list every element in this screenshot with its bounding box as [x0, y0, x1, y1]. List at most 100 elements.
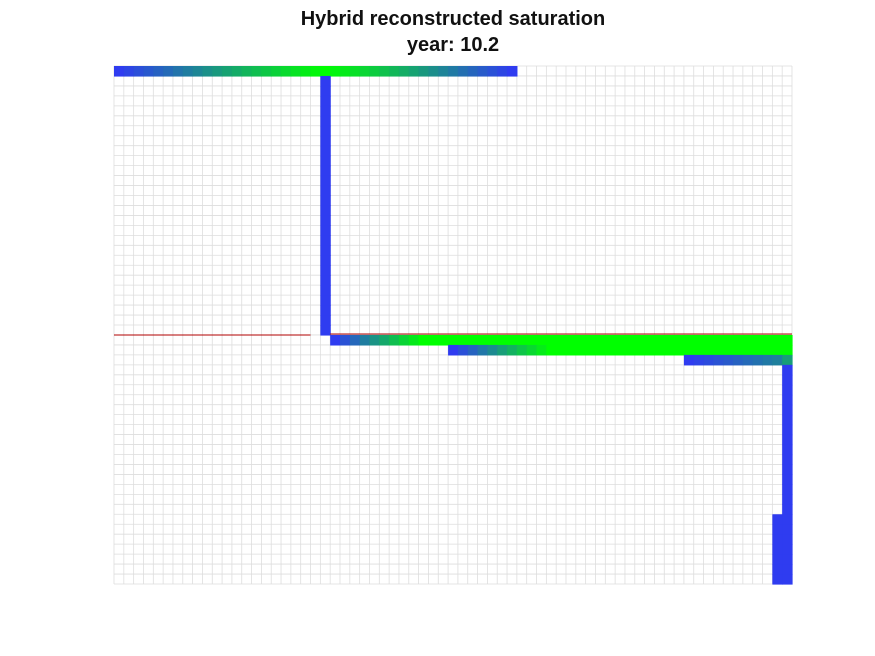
saturation-cell: [723, 334, 734, 346]
saturation-cell: [408, 334, 420, 346]
saturation-cell: [320, 245, 331, 256]
saturation-cell: [556, 344, 567, 356]
saturation-cell: [300, 66, 312, 77]
saturation-cell: [320, 225, 331, 236]
saturation-cell: [782, 364, 793, 376]
saturation-cell: [497, 334, 508, 346]
saturation-cell: [369, 334, 380, 346]
saturation-cell: [782, 494, 793, 505]
saturation-cell: [566, 334, 577, 346]
saturation-cell: [772, 564, 783, 575]
saturation-cell: [772, 554, 783, 565]
saturation-cell: [340, 334, 351, 346]
saturation-cell: [487, 334, 498, 346]
saturation-cell: [320, 105, 331, 117]
saturation-cell: [398, 66, 410, 77]
saturation-cell: [782, 404, 793, 416]
saturation-cell: [497, 66, 508, 77]
saturation-cell: [654, 334, 665, 346]
saturation-cell: [320, 265, 331, 276]
saturation-cell: [182, 66, 194, 77]
saturation-cell: [320, 305, 331, 316]
saturation-cell: [595, 344, 606, 356]
saturation-cell: [772, 334, 783, 346]
saturation-cell: [340, 66, 351, 77]
saturation-cell: [359, 66, 371, 77]
saturation-cell: [212, 66, 223, 77]
saturation-cell: [202, 66, 213, 77]
saturation-cell: [398, 334, 410, 346]
saturation-cell: [742, 344, 754, 356]
saturation-cell: [320, 125, 331, 137]
saturation-cell: [320, 155, 331, 167]
saturation-cell: [752, 344, 764, 356]
saturation-cell: [713, 344, 724, 356]
saturation-cell: [241, 66, 253, 77]
saturation-cell: [467, 66, 479, 77]
saturation-cell: [693, 334, 705, 346]
saturation-cell: [782, 384, 793, 396]
saturation-cell: [752, 334, 764, 346]
saturation-cell: [507, 334, 518, 346]
saturation-cell: [566, 344, 577, 356]
saturation-cell: [320, 215, 331, 226]
saturation-cell: [615, 344, 626, 356]
saturation-cell: [379, 66, 390, 77]
saturation-cell: [359, 334, 371, 346]
saturation-cell: [487, 344, 498, 356]
saturation-cell: [526, 334, 538, 346]
grid-lines: [113, 65, 793, 585]
saturation-cell: [674, 334, 685, 346]
saturation-cell: [782, 464, 793, 476]
saturation-cell: [693, 344, 705, 356]
saturation-cell: [320, 325, 331, 336]
saturation-cell: [281, 66, 292, 77]
saturation-cell: [782, 344, 793, 356]
saturation-cell: [644, 334, 656, 346]
saturation-cell: [782, 564, 793, 575]
saturation-cell: [782, 484, 793, 495]
saturation-cell: [192, 66, 204, 77]
saturation-cell: [507, 344, 518, 356]
saturation-cell: [733, 344, 744, 356]
saturation-cell: [556, 334, 567, 346]
saturation-cell: [379, 334, 390, 346]
year-label: year:: [406, 34, 461, 56]
saturation-cell: [320, 66, 331, 77]
saturation-cell: [733, 354, 744, 366]
saturation-cell: [546, 334, 557, 346]
saturation-cell: [320, 75, 331, 87]
saturation-cell: [448, 66, 459, 77]
saturation-cell: [654, 344, 665, 356]
saturation-cell: [683, 334, 695, 346]
saturation-cell: [320, 145, 331, 157]
saturation-cell: [133, 66, 145, 77]
saturation-cell: [526, 344, 538, 356]
saturation-cell: [163, 66, 174, 77]
saturation-cell: [595, 334, 606, 346]
saturation-cell: [664, 344, 675, 356]
saturation-cell: [320, 195, 331, 207]
saturation-cell: [438, 334, 449, 346]
saturation-cell: [703, 344, 714, 356]
saturation-cell: [772, 574, 783, 585]
saturation-cell: [782, 534, 793, 545]
chart-title: Hybrid reconstructed saturation: [300, 8, 606, 30]
saturation-cell: [782, 444, 793, 456]
saturation-cell: [782, 424, 793, 436]
saturation-cell: [261, 66, 272, 77]
saturation-cell: [605, 334, 616, 346]
saturation-cell: [448, 344, 459, 356]
saturation-cell: [320, 255, 331, 266]
saturation-cell: [320, 295, 331, 306]
saturation-cell: [782, 374, 793, 386]
saturation-cell: [733, 334, 744, 346]
saturation-cell: [320, 85, 331, 97]
saturation-cell: [713, 354, 724, 366]
saturation-cell: [752, 354, 764, 366]
saturation-cell: [516, 344, 528, 356]
saturation-cell: [762, 354, 773, 366]
saturation-cell: [624, 344, 636, 356]
saturation-cell: [172, 66, 184, 77]
